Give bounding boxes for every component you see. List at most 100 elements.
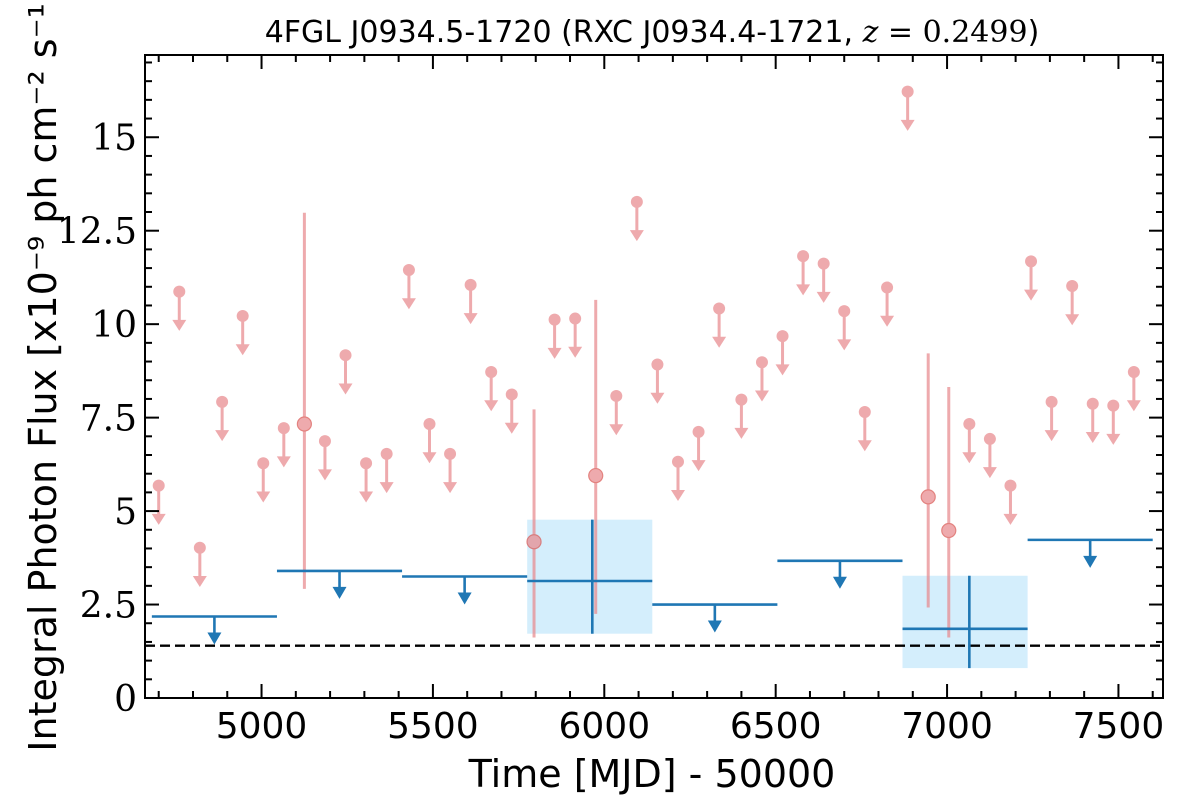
monthly-ul-marker	[858, 406, 871, 419]
x-tick-label: 7500	[1073, 706, 1165, 747]
monthly-upper-limit	[151, 479, 166, 525]
monthly-upper-limit	[443, 447, 458, 494]
monthly-upper-limit	[857, 406, 872, 452]
monthly-ul-marker	[423, 417, 436, 430]
monthly-ul-arrowhead	[235, 344, 250, 356]
monthly-ul-marker	[651, 358, 664, 371]
monthly-upper-limit	[256, 457, 271, 503]
monthly-detection-marker	[920, 489, 936, 505]
monthly-upper-limit	[775, 330, 790, 376]
monthly-upper-limit	[484, 366, 499, 412]
monthly-ul-arrowhead	[276, 456, 291, 468]
monthly-ul-arrowhead	[1044, 430, 1059, 442]
monthly-ul-marker	[838, 305, 851, 318]
monthly-ul-arrowhead	[547, 347, 562, 359]
monthly-upper-limit	[463, 278, 478, 325]
monthly-upper-limit	[1024, 255, 1039, 301]
x-tick-label: 6000	[558, 706, 650, 747]
monthly-upper-limit	[712, 302, 727, 348]
yearly-error-box	[527, 519, 653, 634]
monthly-upper-limit	[317, 435, 332, 481]
axis-ticks	[145, 55, 1163, 699]
monthly-upper-limit	[816, 257, 831, 303]
monthly-ul-marker	[817, 257, 830, 270]
y-tick-label: 7.5	[80, 399, 137, 440]
monthly-ul-arrowhead	[504, 422, 519, 434]
monthly-upper-limit	[650, 358, 665, 404]
monthly-ul-arrowhead	[359, 491, 374, 503]
monthly-upper-limit	[215, 395, 230, 442]
monthly-ul-marker	[963, 417, 976, 430]
monthly-ul-marker	[464, 278, 477, 291]
y-tick-label: 10	[91, 305, 137, 346]
monthly-detection-marker	[296, 416, 312, 432]
monthly-ul-marker	[692, 425, 705, 438]
monthly-ul-arrowhead	[650, 392, 665, 404]
monthly-ul-arrowhead	[796, 284, 811, 296]
monthly-ul-arrowhead	[379, 482, 394, 494]
monthly-ul-marker	[444, 447, 457, 460]
monthly-detection-marker	[526, 534, 542, 550]
monthly-ul-marker	[1066, 280, 1079, 293]
y-tick-label: 5	[114, 492, 137, 533]
monthly-ul-arrowhead	[568, 346, 583, 358]
yearly-ul-arrowhead	[707, 620, 722, 633]
monthly-detection	[588, 299, 604, 614]
tick-labels: 5000 5500 6000 6500 7000 7500 0 2.5 5 7.5 10 12.5 15	[57, 118, 1164, 747]
monthly-ul-arrowhead	[734, 427, 749, 439]
monthly-ul-marker	[671, 455, 684, 468]
monthly-ul-arrowhead	[422, 452, 437, 464]
monthly-upper-limit	[982, 432, 997, 479]
monthly-ul-marker	[1045, 395, 1058, 408]
monthly-upper-limit	[796, 250, 811, 296]
monthly-detection-marker	[588, 467, 604, 484]
monthly-ul-marker	[569, 312, 582, 325]
monthly-ul-arrowhead	[982, 467, 997, 479]
x-tick-label: 5500	[387, 706, 479, 747]
monthly-ul-arrowhead	[629, 230, 644, 242]
monthly-ul-marker	[485, 366, 498, 379]
monthly-upper-limit	[691, 425, 706, 472]
monthly-ul-arrowhead	[712, 336, 727, 348]
monthly-ul-marker	[173, 285, 186, 298]
monthly-ul-arrowhead	[1126, 400, 1141, 412]
chart-title: 4FGL J0934.5-1720 (RXC J0934.4-1721, z =…	[265, 15, 1040, 50]
monthly-ul-marker	[983, 432, 996, 445]
monthly-upper-limit	[172, 285, 187, 331]
monthly-ul-arrowhead	[1024, 289, 1039, 301]
monthly-ul-arrowhead	[1106, 433, 1121, 445]
monthly-detection	[941, 386, 957, 638]
monthly-upper-limit	[547, 313, 562, 359]
monthly-upper-limit	[1106, 399, 1121, 445]
monthly-ul-arrowhead	[192, 575, 207, 587]
monthly-ul-arrowhead	[463, 313, 478, 325]
monthly-upper-limit	[837, 305, 852, 351]
monthly-ul-marker	[236, 309, 249, 322]
monthly-ul-marker	[318, 435, 331, 448]
monthly-ul-marker	[277, 422, 290, 435]
monthly-detection	[296, 212, 312, 589]
monthly-upper-limit	[1044, 395, 1059, 442]
y-axis-label: Integral Photon Flux [x10⁻⁹ ph cm⁻² s⁻¹]	[21, 0, 65, 752]
monthly-detection-marker	[941, 522, 957, 539]
monthly-upper-limit	[1003, 479, 1018, 525]
monthly-upper-limit	[192, 541, 207, 587]
title-cluster-name: (RXC J0934.4-1721,	[552, 15, 863, 50]
monthly-ul-arrowhead	[816, 291, 831, 303]
monthly-ul-arrowhead	[151, 513, 166, 525]
yearly-ul-arrowhead	[457, 592, 472, 605]
monthly-ul-arrowhead	[670, 489, 685, 501]
monthly-upper-limit	[401, 263, 416, 310]
monthly-upper-limit	[504, 388, 519, 434]
monthly-upper-limit	[880, 281, 895, 327]
monthly-upper-limit	[962, 417, 977, 464]
monthly-ul-marker	[505, 388, 518, 401]
monthly-ul-marker	[776, 330, 789, 343]
monthly-upper-limit	[1085, 397, 1100, 444]
monthly-ul-arrowhead	[1065, 314, 1080, 326]
title-redshift-value: 0.2499	[923, 15, 1028, 50]
monthly-ul-arrowhead	[857, 440, 872, 452]
monthly-ul-arrowhead	[837, 339, 852, 351]
monthly-ul-arrowhead	[775, 364, 790, 376]
